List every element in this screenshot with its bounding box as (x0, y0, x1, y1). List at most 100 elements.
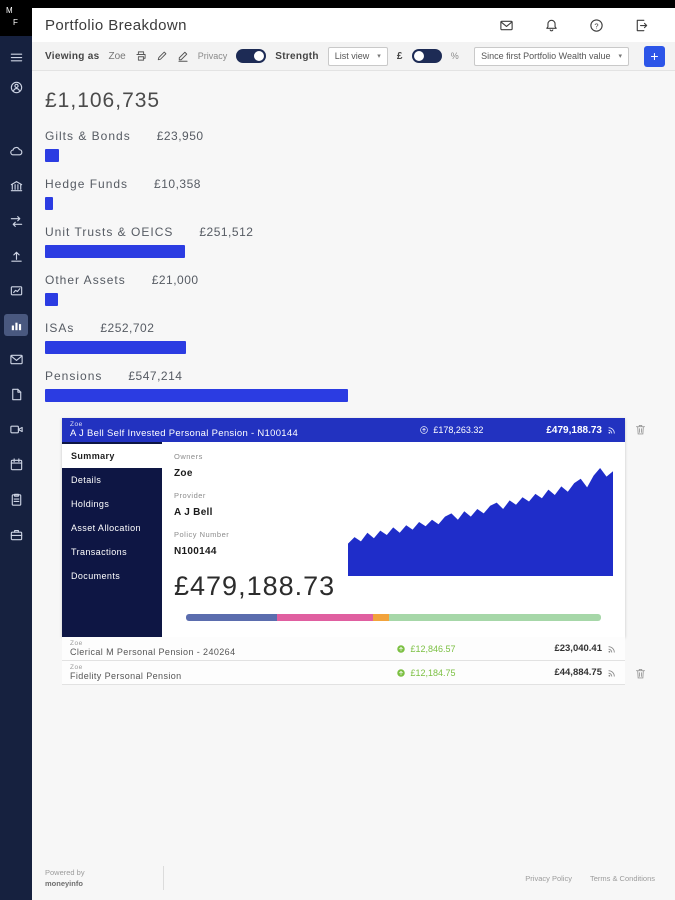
category-bar[interactable] (45, 293, 58, 306)
brand-name: moneyinfo (45, 879, 83, 888)
menu-icon[interactable] (2, 45, 30, 69)
pension-card-tabs: Summary Details Holdings Asset Allocation Tr… (62, 442, 162, 637)
briefcase-icon[interactable] (2, 522, 30, 546)
policy-number-field: Policy Number N100144 (174, 530, 230, 557)
category-bar[interactable] (45, 341, 186, 354)
documents-icon[interactable] (2, 382, 30, 406)
mail-icon[interactable] (499, 18, 514, 33)
category-line: Pensions £547,214 (45, 369, 662, 383)
privacy-toggle[interactable] (236, 49, 267, 63)
delete-pension-icon[interactable] (634, 423, 647, 436)
category-other-assets: Other Assets £21,000 (45, 273, 662, 306)
period-select[interactable]: Since first Portfolio Wealth value ▾ (474, 46, 629, 66)
pension-row-clerical[interactable]: Zoe Clerical M Personal Pension - 240264… (62, 637, 625, 661)
category-value: £251,512 (199, 225, 254, 239)
profile-icon[interactable] (2, 75, 30, 99)
category-bar[interactable] (45, 149, 59, 162)
app-logo: M F (0, 0, 32, 36)
pension-card: Zoe A J Bell Self Invested Personal Pens… (62, 418, 625, 637)
pension-row-title: Clerical M Personal Pension - 240264 (70, 647, 236, 657)
privacy-policy-link[interactable]: Privacy Policy (525, 873, 572, 883)
category-bar[interactable] (45, 197, 53, 210)
tab-summary[interactable]: Summary (62, 444, 162, 468)
category-label: Hedge Funds (45, 177, 129, 191)
reports-icon[interactable] (2, 279, 30, 303)
category-pensions: Pensions £547,214 (45, 369, 662, 402)
allocation-segment (186, 614, 278, 621)
logo-letter-m: M (6, 6, 13, 15)
category-hedge-funds: Hedge Funds £10,358 (45, 177, 662, 210)
notifications-icon[interactable] (544, 18, 559, 33)
gain-arrow-icon (397, 668, 406, 677)
transfers-icon[interactable] (2, 209, 30, 233)
view-select[interactable]: List view ▾ (327, 46, 388, 66)
pension-row-gain: £12,184.75 (396, 668, 546, 678)
portfolio-icon[interactable] (4, 314, 28, 336)
add-button[interactable]: + (644, 45, 665, 67)
cloud-icon[interactable] (2, 139, 30, 163)
feed-icon[interactable] (607, 668, 617, 678)
category-bar[interactable] (45, 389, 348, 402)
toolbar: Viewing as Zoe Privacy Strength List vie… (32, 42, 675, 71)
video-icon[interactable] (2, 417, 30, 441)
print-icon[interactable] (135, 50, 147, 62)
sidebar: M F (0, 0, 32, 900)
tab-asset-allocation[interactable]: Asset Allocation (71, 523, 141, 533)
page-title: Portfolio Breakdown (45, 16, 187, 34)
pension-row-value: £44,884.75 (554, 667, 617, 678)
svg-text:?: ? (594, 21, 598, 30)
privacy-label: Privacy (197, 51, 228, 61)
percent-symbol: % (450, 51, 459, 61)
pension-row-wrap: Zoe Fidelity Personal Pension £12,184.75… (62, 661, 662, 685)
category-line: Unit Trusts & OEICS £251,512 (45, 225, 662, 239)
viewing-as-value: Zoe (108, 50, 126, 62)
terms-link[interactable]: Terms & Conditions (589, 873, 655, 883)
edit-icon[interactable] (156, 50, 168, 62)
feed-icon[interactable] (607, 425, 617, 435)
category-value: £23,950 (156, 129, 204, 143)
category-value: £252,702 (100, 321, 155, 335)
category-value: £21,000 (151, 273, 199, 287)
category-label: Other Assets (45, 273, 126, 287)
tab-holdings[interactable]: Holdings (71, 499, 110, 509)
sign-out-icon[interactable] (634, 18, 649, 33)
messages-icon[interactable] (2, 347, 30, 371)
owner-badge: Zoe (70, 421, 83, 428)
area-series (348, 468, 613, 576)
currency-percent-toggle[interactable] (411, 49, 442, 63)
pension-row-wrap: Zoe Clerical M Personal Pension - 240264… (62, 637, 662, 661)
pension-big-value: £479,188.73 (174, 571, 336, 601)
powered-by-label: Powered by (45, 868, 85, 877)
tab-transactions[interactable]: Transactions (71, 547, 127, 557)
currency-symbol: £ (396, 50, 403, 62)
help-icon[interactable]: ? (589, 18, 604, 33)
sidebar-nav (2, 139, 30, 546)
content: £1,106,735 Gilts & Bonds £23,950 Hedge Fun… (32, 71, 675, 856)
category-label: Gilts & Bonds (45, 129, 131, 143)
pension-row-value: £23,040.41 (554, 643, 617, 654)
category-bar[interactable] (45, 245, 185, 258)
feed-icon[interactable] (607, 644, 617, 654)
category-isas: ISAs £252,702 (45, 321, 662, 354)
tab-details[interactable]: Details (71, 475, 102, 485)
annotate-icon[interactable] (177, 50, 189, 62)
category-unit-trusts-oeics: Unit Trusts & OEICS £251,512 (45, 225, 662, 258)
provider-field: Provider A J Bell (174, 491, 213, 518)
category-line: Hedge Funds £10,358 (45, 177, 662, 191)
chevron-down-icon: ▾ (618, 53, 622, 60)
category-value: £10,358 (154, 177, 201, 191)
delete-pension-icon[interactable] (634, 667, 647, 680)
tab-documents[interactable]: Documents (71, 571, 121, 581)
pension-gain: £178,263.32 (419, 425, 483, 435)
upload-icon[interactable] (2, 244, 30, 268)
bank-icon[interactable] (2, 174, 30, 198)
tasks-icon[interactable] (2, 487, 30, 511)
pension-card-header[interactable]: Zoe A J Bell Self Invested Personal Pens… (62, 418, 625, 442)
calendar-icon[interactable] (2, 452, 30, 476)
pension-row-title: Fidelity Personal Pension (70, 671, 182, 681)
pension-row-fidelity[interactable]: Zoe Fidelity Personal Pension £12,184.75… (62, 661, 625, 685)
portfolio-total: £1,106,735 (45, 89, 161, 112)
category-label: ISAs (45, 321, 75, 335)
allocation-segment (277, 614, 373, 621)
allocation-segment (372, 614, 390, 621)
